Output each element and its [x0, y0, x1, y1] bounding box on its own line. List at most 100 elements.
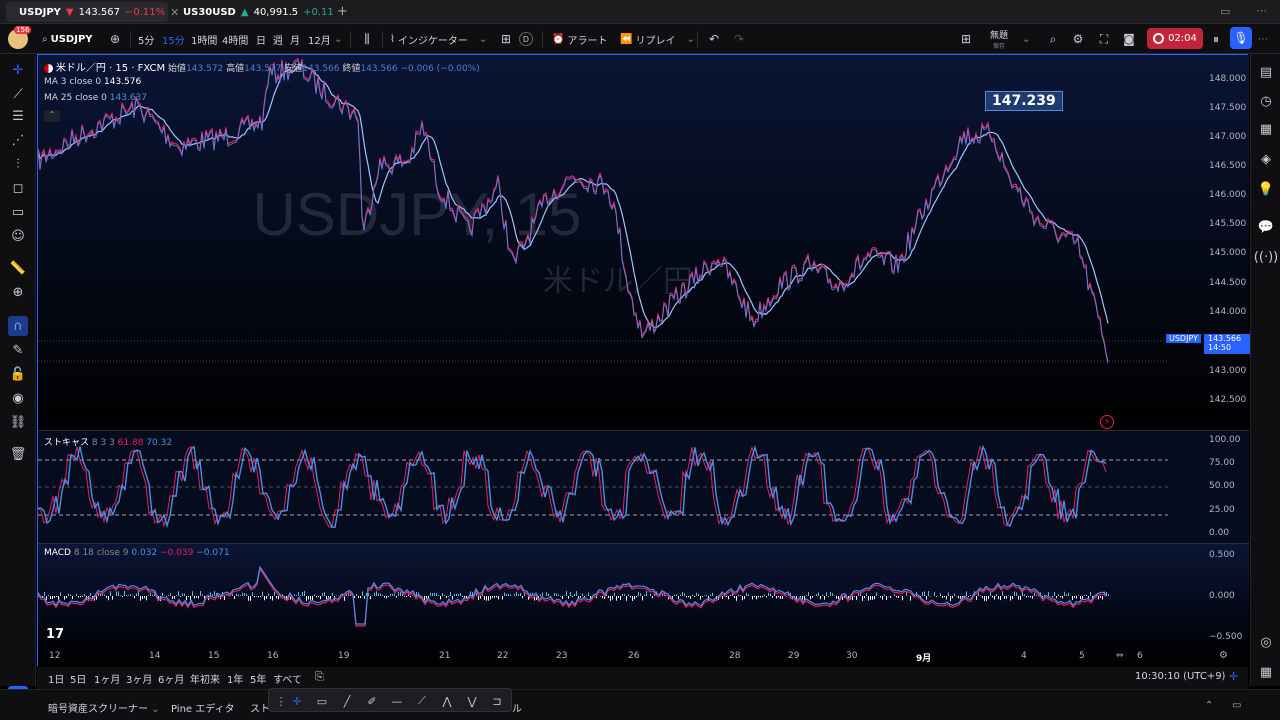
maximize-icon[interactable]: ▭	[1232, 700, 1242, 711]
date-range-icon[interactable]: ⎘	[315, 670, 324, 683]
screener-tab[interactable]: 暗号資産スクリーナー ⌄	[48, 700, 160, 715]
d-button[interactable]: D	[519, 24, 533, 54]
range-button[interactable]: 5年	[250, 675, 267, 686]
gear-icon[interactable]: ⚙	[1219, 650, 1228, 661]
clock[interactable]: 10:30:10 (UTC+9)	[1135, 671, 1226, 682]
range-button[interactable]: 年初来	[190, 675, 220, 686]
ma25-legend[interactable]: MA 25 close 0 143.637	[44, 93, 147, 103]
layers-icon[interactable]: ◈	[1261, 151, 1271, 167]
eye-icon[interactable]: ◉	[12, 390, 24, 406]
emoji-icon[interactable]: ☺	[11, 228, 25, 244]
horizontal-line-icon[interactable]: —	[391, 694, 403, 708]
calendar-icon[interactable]: ▦	[1259, 664, 1273, 680]
fullscreen-button[interactable]: ⛶	[1095, 24, 1113, 54]
target-icon[interactable]: ◎	[1260, 634, 1272, 650]
new-tab-icon[interactable]: +	[337, 4, 348, 19]
measure-icon[interactable]: ⊐	[492, 694, 502, 708]
tab-usdjpy[interactable]: USDJPY ▼ 143.567 −0.11% ✕	[6, 2, 179, 22]
lock-icon[interactable]: 🔓	[9, 366, 27, 382]
interval-4h[interactable]: 4時間	[222, 35, 249, 47]
window-icon[interactable]: ▭	[1220, 5, 1231, 18]
price-annotation[interactable]: 147.239	[985, 91, 1063, 111]
range-button[interactable]: すべて	[273, 675, 302, 686]
replay-button[interactable]: ⏪ リプレイ ⌄	[620, 24, 695, 54]
trading-panel-tab[interactable]: ル	[512, 704, 522, 715]
chart-area[interactable]: USDJPY, 15 米ドル／円 米ドル／円 · 15 · FXCM 始値143…	[37, 54, 1250, 667]
avatar[interactable]	[8, 29, 28, 49]
forecast-icon[interactable]: ⫶	[16, 156, 20, 172]
compare-button[interactable]: ⊕	[106, 24, 124, 54]
snapshot-button[interactable]: ◙	[1120, 24, 1138, 54]
collapse-legend-icon[interactable]: ⌃	[44, 110, 60, 122]
tab-us30usd[interactable]: US30USD ▲ 40,991.5 +0.11	[170, 2, 334, 22]
range-button[interactable]: 1日	[48, 675, 65, 686]
strategy-tab[interactable]: スト	[250, 704, 270, 715]
layout-name[interactable]: 無題 保存	[990, 28, 1008, 50]
interval-15m[interactable]: 15分	[162, 35, 185, 47]
chart-canvas[interactable]: USDJPY, 15 米ドル／円	[38, 55, 1249, 667]
range-button[interactable]: 6ヶ月	[158, 675, 185, 686]
interval-1w[interactable]: 週	[273, 35, 283, 47]
callout-icon[interactable]: ▭	[316, 694, 328, 708]
legend-title[interactable]: 米ドル／円 · 15 · FXCM	[55, 63, 166, 74]
annotation-icon[interactable]: ▭	[11, 204, 25, 220]
more-button[interactable]: ⋯	[1258, 33, 1268, 45]
alert-button[interactable]: ⏰ アラート	[552, 24, 607, 54]
interval-5m[interactable]: 5分	[138, 35, 155, 47]
chevron-down-icon[interactable]: ⌄	[334, 33, 343, 45]
lock-drawing-icon[interactable]: ✎	[12, 342, 24, 358]
range-button[interactable]: 3ヶ月	[126, 675, 153, 686]
xabcd-pattern-icon[interactable]: ⋁	[467, 694, 477, 708]
link-icon[interactable]: ⛓	[9, 414, 27, 430]
symbol-search[interactable]: ⌕ USDJPY	[42, 24, 93, 54]
news-icon[interactable]: ▦	[1259, 121, 1273, 137]
ray-icon[interactable]: ⟋	[418, 694, 426, 707]
broadcast-icon[interactable]: ((·))	[1253, 249, 1279, 265]
chevron-down-icon[interactable]: ⌄	[1022, 33, 1031, 45]
magnet-icon[interactable]: ∩	[8, 316, 28, 336]
range-button[interactable]: 1年	[227, 675, 244, 686]
record-button[interactable]: 02:04	[1147, 28, 1203, 49]
interval-1h[interactable]: 1時間	[191, 35, 218, 47]
drag-handle-icon[interactable]: ⋮	[275, 694, 287, 708]
clock-icon[interactable]: ◷	[1260, 93, 1272, 109]
settings-button[interactable]: ⚙	[1069, 24, 1087, 54]
search-button[interactable]: ⌕	[1044, 24, 1062, 54]
trash-icon[interactable]: 🗑	[9, 446, 27, 462]
pause-button[interactable]: ⏸	[1207, 24, 1225, 54]
interval-1mo[interactable]: 月	[290, 35, 300, 47]
fib-icon[interactable]: ☰	[12, 108, 24, 124]
ruler-icon[interactable]: 📏	[9, 260, 27, 276]
mic-button[interactable]: 🎙	[1230, 27, 1252, 49]
range-button[interactable]: 5日	[70, 675, 87, 686]
trend-line-icon[interactable]: ⟋	[13, 86, 23, 102]
crosshair-icon[interactable]: ✛	[12, 62, 24, 78]
crosshair-icon[interactable]: ✛	[292, 694, 302, 708]
chevron-up-icon[interactable]: ⌃	[1205, 700, 1214, 711]
ma3-legend[interactable]: MA 3 close 0 143.576	[44, 77, 141, 87]
close-icon[interactable]: ✕	[170, 5, 180, 19]
templates-button[interactable]: ⊞	[497, 24, 515, 54]
idea-icon[interactable]: 💡	[1257, 181, 1275, 197]
zoom-icon[interactable]: ⊕	[12, 284, 24, 300]
abc-pattern-icon[interactable]: ⋀	[442, 694, 452, 708]
resize-icon[interactable]: ⇔	[1116, 651, 1124, 661]
event-icon[interactable]: ⚡	[1100, 415, 1114, 429]
layout-button[interactable]: ⊞	[957, 24, 975, 54]
brush-icon[interactable]: ✐	[367, 694, 377, 708]
chart-type-button[interactable]: ⫼	[358, 24, 376, 54]
macd-legend[interactable]: MACD 8 18 close 9 0.032 −0.039 −0.071	[44, 548, 230, 558]
interval-1d[interactable]: 日	[256, 35, 266, 47]
chat-icon[interactable]: 💬	[1257, 219, 1275, 235]
watchlist-icon[interactable]: ▤	[1259, 64, 1273, 80]
stoch-legend[interactable]: ストキャス 8 3 3 61.88 70.32	[44, 435, 172, 448]
crosshair-icon[interactable]: ✛	[1229, 670, 1239, 683]
indicators-button[interactable]: ⌇ インジケーター ⌄	[390, 24, 487, 54]
line-icon[interactable]: ╱	[343, 694, 351, 708]
shape-icon[interactable]: ◻	[12, 180, 24, 196]
pattern-icon[interactable]: ⋰	[11, 132, 25, 148]
redo-button[interactable]: ↷	[730, 24, 748, 54]
more-icon[interactable]: ⋯	[1256, 4, 1267, 17]
undo-button[interactable]: ↶	[705, 24, 723, 54]
range-button[interactable]: 1ヶ月	[94, 675, 121, 686]
